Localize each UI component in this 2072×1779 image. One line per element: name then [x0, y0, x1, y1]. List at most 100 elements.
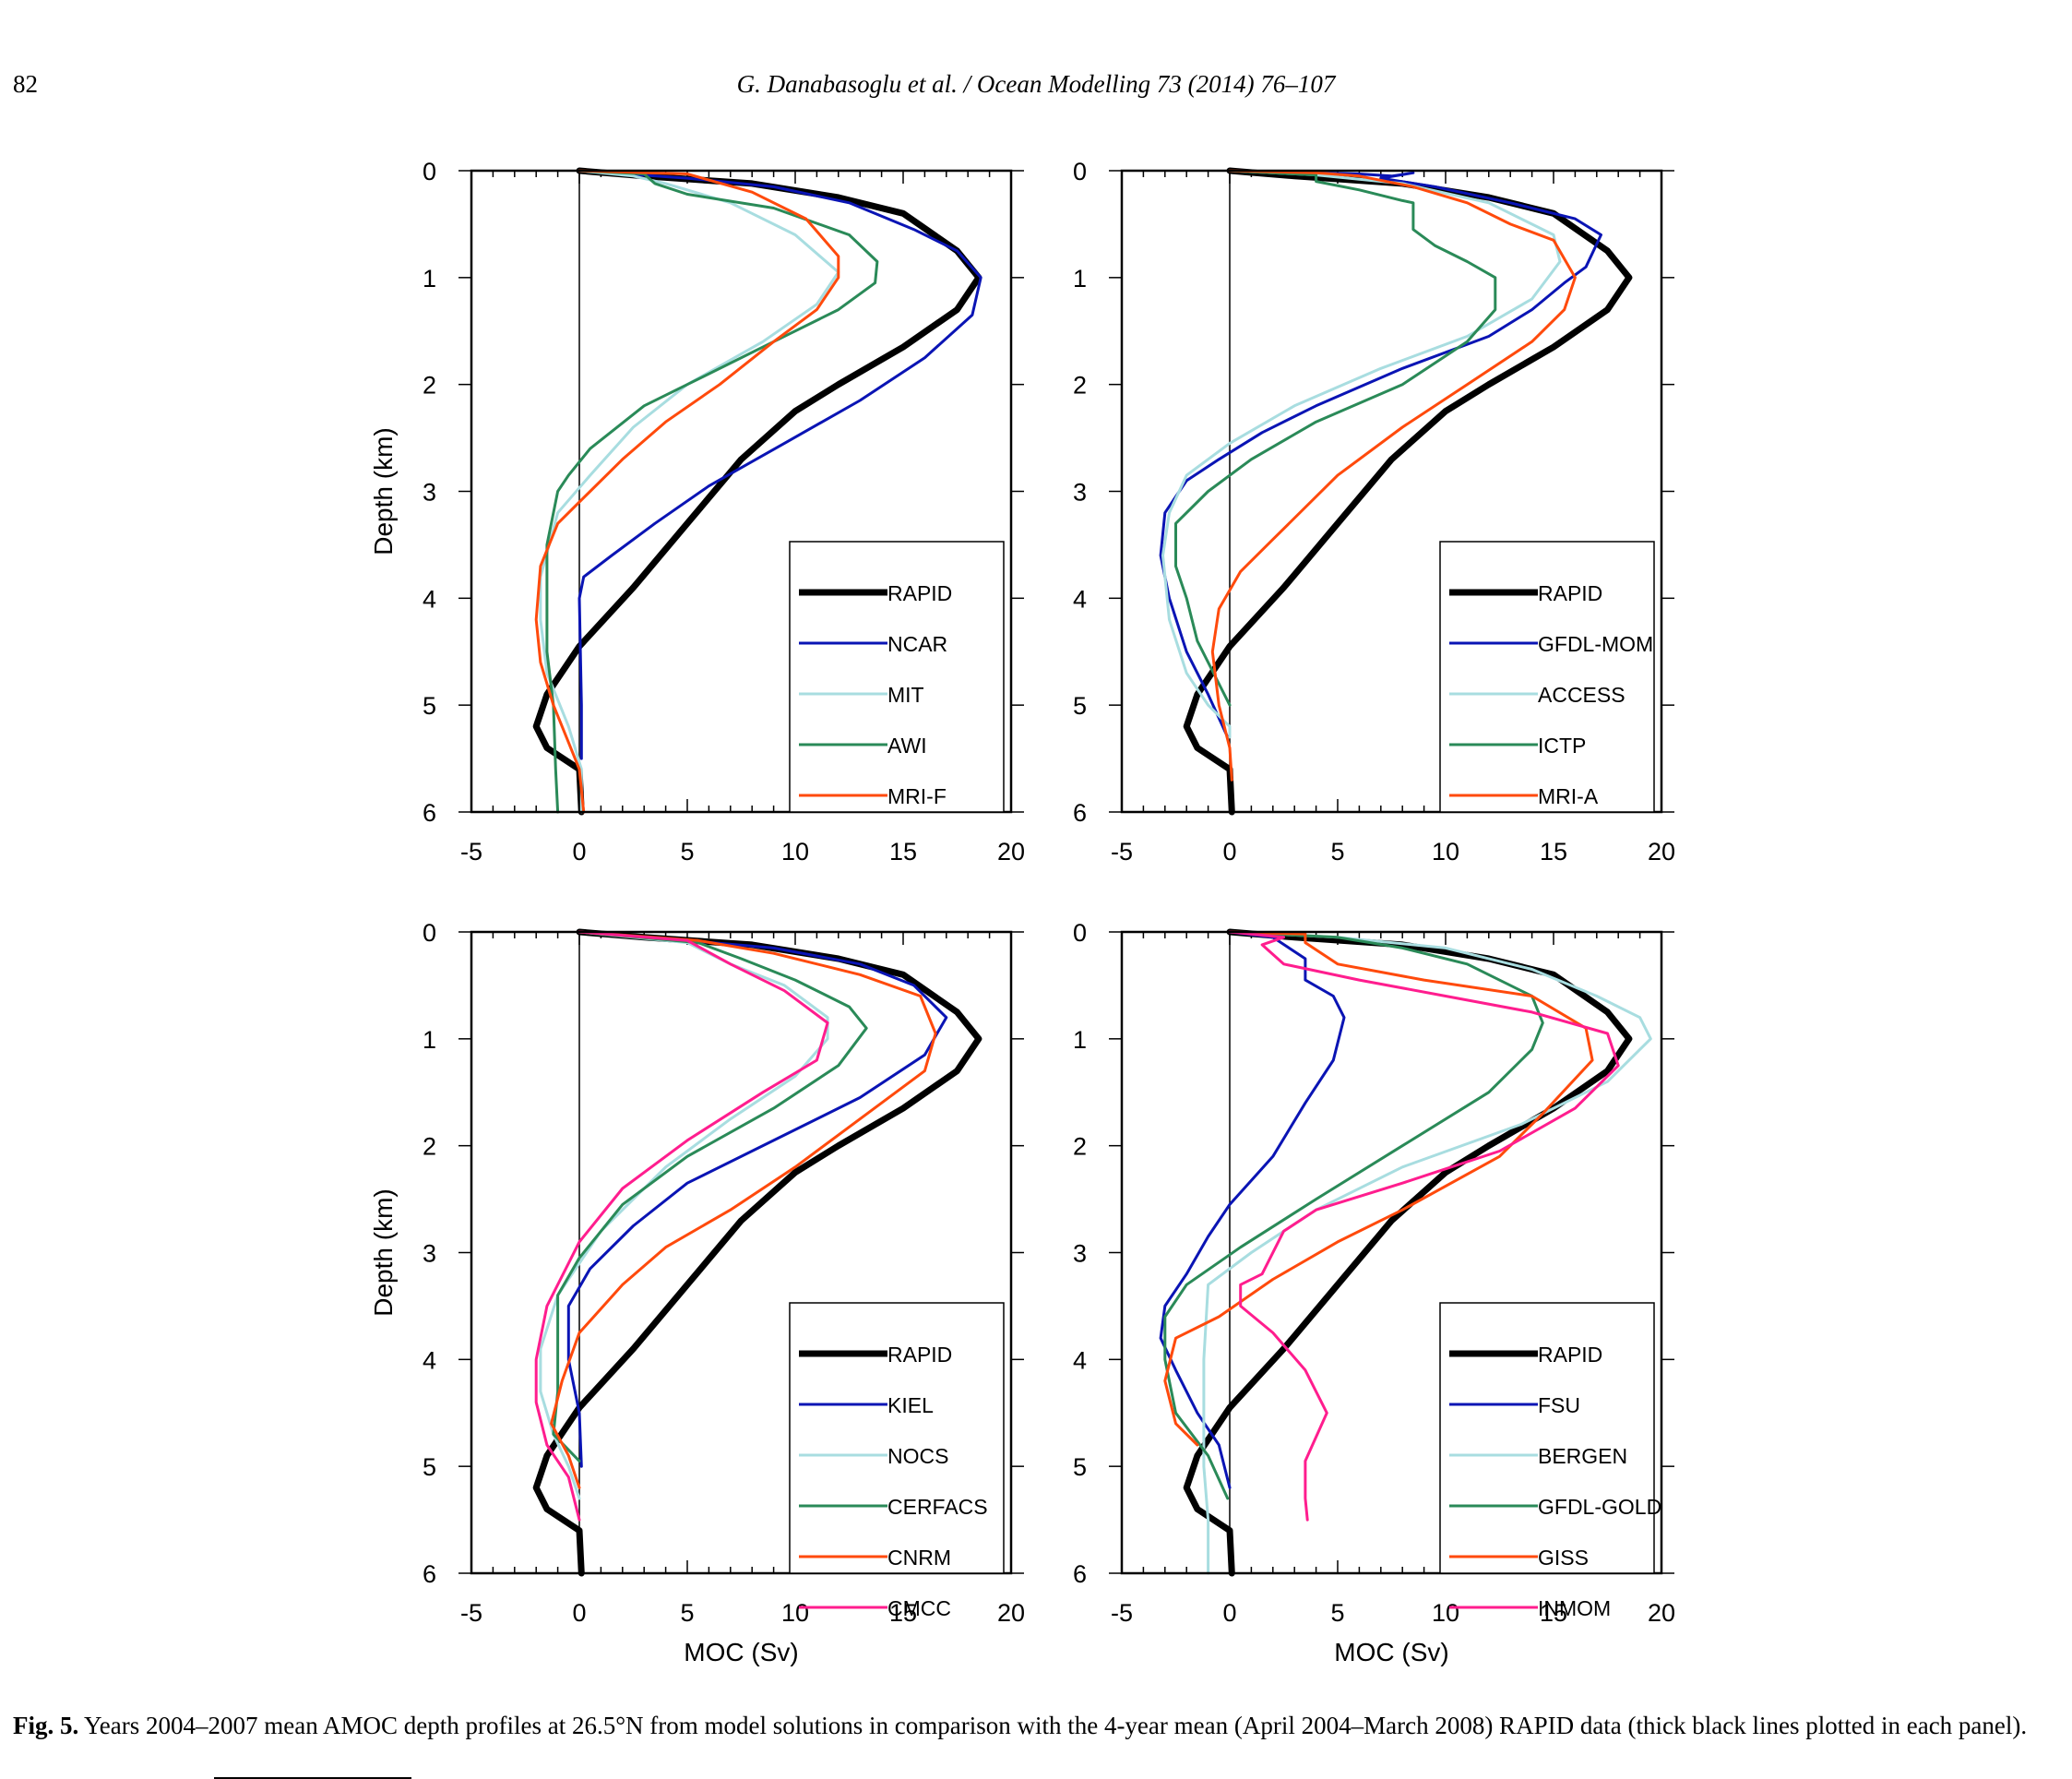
legend-label: ICTP — [1538, 734, 1586, 758]
y-tick-label: 5 — [1073, 692, 1087, 720]
y-tick-label: 3 — [423, 1240, 436, 1268]
x-tick-label: 15 — [889, 838, 917, 866]
series-line-kiel — [566, 930, 948, 1468]
caption-label: Fig. 5. — [13, 1712, 79, 1739]
x-tick-label: 15 — [1540, 1599, 1567, 1627]
y-tick-label: 6 — [1073, 799, 1087, 827]
plot-frame — [470, 169, 1013, 814]
series-line-fsu — [1159, 930, 1346, 1489]
plot-frame — [1120, 169, 1663, 814]
legend-label: RAPID — [1538, 581, 1602, 605]
y-tick-label: 4 — [1073, 1346, 1087, 1374]
legend-label: CMCC — [887, 1596, 951, 1620]
x-tick-label: 20 — [1648, 1599, 1675, 1627]
x-tick-label: 10 — [781, 1599, 809, 1627]
footnote-rule — [214, 1777, 411, 1779]
series-line-mri-a — [1210, 169, 1577, 782]
y-tick-label: 0 — [423, 158, 436, 185]
series-line-inmom — [1228, 930, 1620, 1522]
y-tick-label: 3 — [1073, 1240, 1087, 1268]
series-line-cmcc — [534, 930, 829, 1522]
legend-label: BERGEN — [1538, 1444, 1627, 1468]
x-tick-label: 20 — [997, 1599, 1025, 1627]
x-axis-label: MOC (Sv) — [1334, 1638, 1448, 1666]
y-tick-label: 1 — [1073, 1026, 1087, 1054]
x-tick-label: 5 — [680, 1599, 694, 1627]
series-line-bergen — [1202, 930, 1652, 1575]
plot-frame — [470, 930, 1013, 1575]
series-line-gfdl-mom — [1159, 169, 1602, 739]
series-line-giss — [1163, 930, 1594, 1447]
y-tick-label: 2 — [423, 1133, 436, 1161]
legend-label: FSU — [1538, 1393, 1580, 1417]
y-tick-label: 2 — [1073, 1133, 1087, 1161]
y-tick-label: 0 — [1073, 158, 1087, 185]
legend-label: RAPID — [887, 581, 952, 605]
x-tick-label: 10 — [781, 838, 809, 866]
legend-label: KIEL — [887, 1393, 934, 1417]
chart-panel: -5 0 5 10 15 20 0 1 2 3 4 5 6 MOC (Sv) RAPID FSU BERGEN G… — [1073, 919, 1675, 1666]
x-tick-label: 0 — [1222, 838, 1236, 866]
y-tick-label: 1 — [1073, 265, 1087, 293]
x-tick-label: -5 — [1111, 1599, 1133, 1627]
y-tick-label: 2 — [1073, 372, 1087, 400]
x-tick-label: 15 — [889, 1599, 917, 1627]
y-axis-label: Depth (km) — [369, 427, 398, 555]
y-tick-label: 3 — [423, 479, 436, 507]
x-tick-label: 0 — [572, 838, 586, 866]
legend-label: NOCS — [887, 1444, 948, 1468]
x-tick-label: 5 — [680, 838, 694, 866]
series-line-ictp — [1174, 169, 1497, 707]
running-head: G. Danabasoglu et al. / Ocean Modelling … — [736, 70, 1336, 98]
figure-caption: Fig. 5. Years 2004–2007 mean AMOC depth … — [13, 1709, 2061, 1742]
y-tick-label: 1 — [423, 1026, 436, 1054]
legend-label: MRI-F — [887, 784, 947, 808]
legend-label: GFDL-MOM — [1538, 632, 1653, 656]
plot-frame — [1120, 930, 1663, 1575]
y-tick-label: 0 — [423, 919, 436, 947]
chart-panel: -5 0 5 10 15 20 0 1 2 3 4 5 6 RAPID GFDL-MOM ACCESS ICTP… — [1073, 158, 1675, 866]
legend-label: CERFACS — [887, 1495, 988, 1519]
y-tick-label: 5 — [1073, 1453, 1087, 1481]
legend-label: ACCESS — [1538, 683, 1625, 707]
series-line-ncar — [578, 169, 982, 760]
legend-box — [1439, 1302, 1655, 1574]
x-tick-label: -5 — [460, 1599, 482, 1627]
series-line-access — [1161, 169, 1562, 739]
caption-text: Years 2004–2007 mean AMOC depth profiles… — [84, 1712, 2028, 1739]
y-tick-label: 6 — [423, 1560, 436, 1588]
y-tick-label: 2 — [423, 372, 436, 400]
series-line-awi — [545, 169, 879, 814]
x-tick-label: 10 — [1432, 1599, 1459, 1627]
x-tick-label: 0 — [1222, 1599, 1236, 1627]
legend-box — [789, 1302, 1005, 1574]
y-tick-label: 1 — [423, 265, 436, 293]
series-line-gfdl-gold — [1163, 930, 1544, 1500]
legend-label: GFDL-GOLD — [1538, 1495, 1661, 1519]
series-line-cerfacs — [552, 930, 868, 1463]
x-tick-label: 10 — [1432, 838, 1459, 866]
page-number: 82 — [13, 70, 38, 98]
y-tick-label: 4 — [1073, 585, 1087, 613]
series-line-rapid — [532, 167, 982, 816]
y-tick-label: 6 — [423, 799, 436, 827]
series-line-mri-f — [534, 169, 840, 814]
y-tick-label: 0 — [1073, 919, 1087, 947]
legend-label: NCAR — [887, 632, 947, 656]
chart-panel: -5 0 5 10 15 20 0 1 2 3 4 5 6 MOC (Sv) Depth (km) RAPID… — [369, 919, 1025, 1666]
legend-label: CNRM — [887, 1546, 951, 1570]
legend-box — [789, 541, 1005, 813]
series-line-nocs — [539, 930, 829, 1500]
y-tick-label: 3 — [1073, 479, 1087, 507]
x-axis-label: MOC (Sv) — [684, 1638, 798, 1666]
y-axis-label: Depth (km) — [369, 1188, 398, 1316]
series-line-cnrm — [550, 930, 937, 1489]
legend-label: AWI — [887, 734, 927, 758]
legend-label: MIT — [887, 683, 924, 707]
x-tick-label: -5 — [1111, 838, 1133, 866]
legend-label: INMOM — [1538, 1596, 1611, 1620]
legend-label: MRI-A — [1538, 784, 1599, 808]
x-tick-label: 20 — [1648, 838, 1675, 866]
y-tick-label: 5 — [423, 692, 436, 720]
